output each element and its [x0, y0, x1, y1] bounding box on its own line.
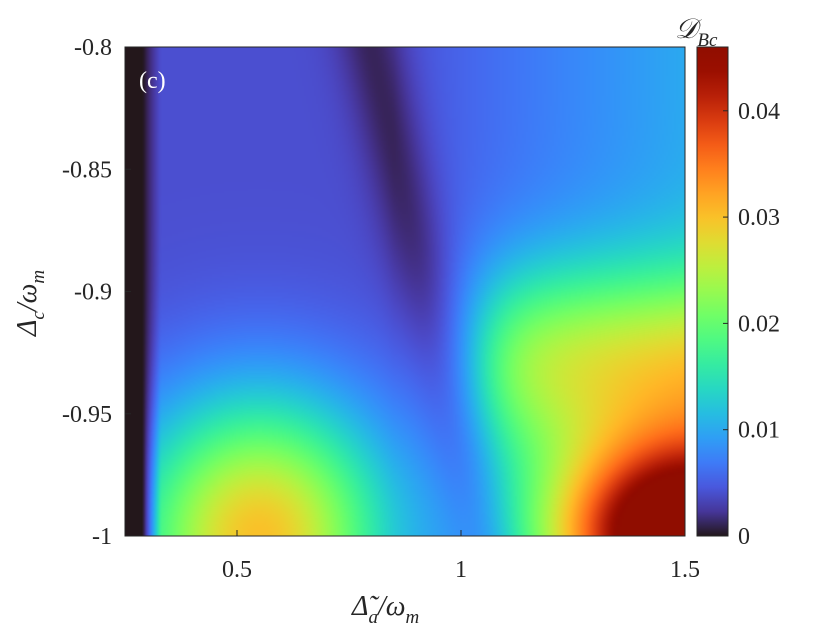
y-axis-label: Δc/ωm: [12, 270, 49, 337]
x-axis-label-sub2: m: [406, 607, 420, 628]
colorbar-gradient: [696, 46, 729, 537]
heatmap-image: [125, 47, 685, 536]
colorbar-tick-label: 0.03: [738, 205, 780, 231]
x-tick-label: 0.5: [222, 557, 252, 583]
x-axis-label-sub: a: [368, 607, 378, 628]
colorbar-tick-label: 0: [738, 524, 750, 550]
colorbar: 0 0.01 0.02 0.03 0.04 𝒟Bc: [675, 14, 780, 550]
heatmap-plot-area: [124, 46, 686, 537]
colorbar-ticks: 0 0.01 0.02 0.03 0.04: [723, 99, 780, 550]
y-axis-label-sub: c: [28, 311, 49, 320]
colorbar-label: 𝒟Bc: [675, 14, 718, 51]
colorbar-tick-label: 0.04: [738, 99, 780, 125]
x-axis-label: Δ̃a/ωm: [351, 591, 419, 628]
y-tick-label: -0.9: [74, 280, 112, 306]
y-axis-ticks: -1 -0.95 -0.9 -0.85 -0.8: [62, 35, 131, 550]
colorbar-tick-label: 0.01: [738, 418, 780, 444]
y-axis-label-base: Δ: [12, 320, 43, 337]
x-axis-ticks: 0.5 1 1.5: [222, 530, 700, 583]
y-tick-label: -0.95: [62, 402, 112, 428]
x-axis-label-rest: /ω: [376, 591, 406, 622]
y-tick-label: -1: [92, 524, 112, 550]
x-tick-label: 1: [455, 557, 467, 583]
y-tick-label: -0.85: [62, 157, 112, 183]
x-tick-label: 1.5: [670, 557, 700, 583]
panel-label: (c): [139, 68, 166, 94]
colorbar-tick-label: 0.02: [738, 311, 780, 337]
y-axis-label-sub2: m: [28, 270, 49, 284]
colorbar-label-sub: Bc: [697, 30, 718, 51]
y-axis-label-rest: /ω: [12, 284, 43, 314]
y-tick-label: -0.8: [74, 35, 112, 61]
